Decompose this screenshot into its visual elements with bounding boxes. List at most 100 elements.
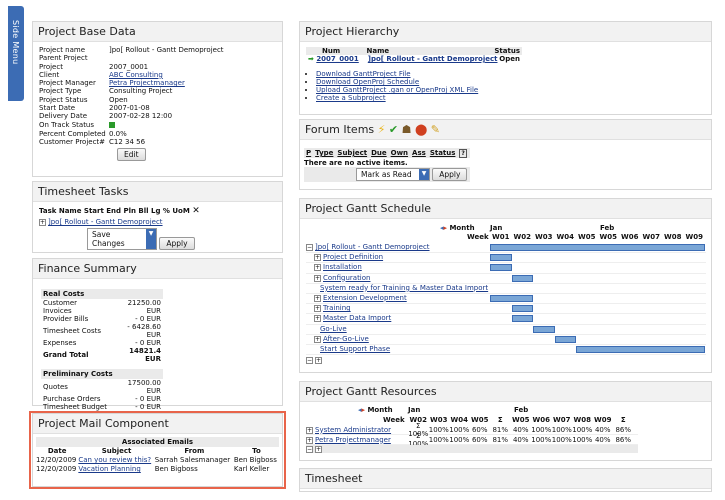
gantt-week: W04: [556, 233, 574, 241]
base-field-link[interactable]: ABC Consulting: [109, 70, 163, 79]
close-icon[interactable]: ✕: [192, 206, 200, 216]
expand-icon[interactable]: +: [306, 436, 313, 444]
mail-date: 12/20/2009: [36, 456, 77, 464]
mail-subject-link[interactable]: Vacation Planning: [78, 465, 141, 473]
task-link[interactable]: ]po[ Rollout - Gantt Demoproject: [48, 218, 163, 226]
hierarchy-num-link[interactable]: 2007_0001: [316, 55, 359, 63]
gantt-bar: [576, 345, 705, 353]
forum-columns: P Type Subject Due Own Ass Status?: [304, 148, 470, 158]
expand-all-icon[interactable]: +: [315, 356, 322, 364]
forum-col-header[interactable]: Subject: [337, 149, 368, 157]
project-mail-panel: Project Mail Component Associated Emails…: [32, 413, 283, 487]
res-name-link[interactable]: Petra Projectmanager: [315, 435, 391, 444]
expand-icon[interactable]: +: [314, 305, 321, 313]
expand-icon[interactable]: +: [314, 335, 321, 343]
mark-as-read-select[interactable]: Mark as Read ▼: [356, 168, 430, 181]
expand-icon[interactable]: −: [306, 244, 313, 251]
hierarchy-link[interactable]: Create a Subproject: [316, 94, 386, 102]
res-value: 100%: [551, 425, 572, 434]
forum-col-header[interactable]: Ass: [412, 149, 426, 157]
gantt-task-row: System ready for Training & Master Data …: [306, 284, 706, 294]
gantt-task-label: Go-Live: [320, 325, 347, 333]
hierarchy-link-item: Create a Subproject: [316, 94, 705, 102]
res-collapse-icon[interactable]: −: [306, 445, 313, 453]
gantt-task-link[interactable]: Training: [323, 304, 351, 313]
finance-row: Expenses - 0 EUR: [41, 339, 163, 347]
hierarchy-name-link[interactable]: ]po[ Rollout - Gantt Demoproject: [367, 55, 498, 63]
hierarchy-col-status: Status: [494, 47, 520, 55]
finance-value: - 0 EUR: [135, 339, 161, 347]
zoom-out-icon[interactable]: ▸: [443, 224, 448, 232]
res-value: 60%: [471, 425, 488, 434]
lightning-icon[interactable]: ⚡: [377, 123, 386, 136]
gantt-bar: [490, 244, 705, 251]
zoom-in-icon[interactable]: ◂: [440, 224, 444, 232]
project-hierarchy-panel: Project Hierarchy Num Name Status ➡ 2007…: [299, 21, 712, 115]
gantt-task-link[interactable]: Go-Live: [320, 324, 347, 333]
hierarchy-link[interactable]: Upload GanttProject .gan or OpenProj XML…: [316, 86, 479, 94]
base-field-value: Consulting Project: [109, 87, 173, 96]
res-value: 86%: [615, 435, 632, 444]
forum-col-header[interactable]: Type: [315, 149, 334, 157]
hierarchy-link[interactable]: Download GanttProject File: [316, 70, 411, 78]
pencil-icon[interactable]: ✎: [430, 123, 441, 136]
mail-subject-cell: Vacation Planning: [78, 465, 154, 474]
gantt-week: W03: [535, 233, 553, 241]
people-icon[interactable]: ☗: [401, 123, 412, 136]
expand-icon[interactable]: +: [314, 294, 321, 302]
res-value: 60%: [471, 435, 488, 444]
gantt-bar: [533, 325, 555, 333]
forum-col-header[interactable]: Own: [390, 149, 409, 157]
gantt-task-label: + Training: [314, 304, 351, 313]
base-field-label: Delivery Date: [39, 112, 88, 121]
expand-icon[interactable]: +: [39, 218, 46, 226]
help-icon[interactable]: ?: [459, 149, 467, 158]
save-changes-select[interactable]: Save Changes ▼: [87, 228, 157, 250]
expand-icon[interactable]: +: [314, 264, 321, 272]
gantt-bar: [511, 274, 533, 282]
gantt-task-link[interactable]: ]po[ Rollout - Gantt Demoproject: [315, 243, 430, 251]
res-row: + Petra Projectmanager Σ 100% 100% 100% 60% 81…: [306, 432, 638, 448]
edit-button[interactable]: Edit: [117, 147, 146, 161]
gantt-week-label: Week: [467, 233, 489, 241]
mail-row: 12/20/2009 Vacation Planning Ben Bigboss Ka…: [36, 465, 279, 474]
mail-col-header: From: [184, 447, 205, 455]
res-value: 40%: [512, 425, 529, 434]
mail-subject-link[interactable]: Can you review this?: [78, 456, 152, 464]
finance-total-label: Grand Total: [43, 351, 89, 359]
res-name-link[interactable]: System Administrator: [315, 425, 392, 434]
forum-col-header[interactable]: Status: [429, 149, 456, 157]
hierarchy-link-item: Download OpenProj Schedule: [316, 78, 705, 86]
gantt-task-link[interactable]: System ready for Training & Master Data …: [320, 283, 489, 292]
gantt-task-link[interactable]: Extension Development: [323, 293, 407, 302]
expand-icon[interactable]: +: [314, 274, 321, 282]
res-zoom-out-icon[interactable]: ▸: [361, 406, 366, 414]
gantt-task-link[interactable]: After-Go-Live: [323, 334, 369, 343]
res-expand-icon[interactable]: +: [315, 445, 322, 453]
side-menu-tab[interactable]: Side Menu: [8, 6, 24, 101]
res-week: W07: [553, 416, 571, 424]
gantt-task-link[interactable]: Master Data Import: [323, 314, 392, 323]
forum-col-header[interactable]: P: [306, 149, 312, 157]
forum-col-header[interactable]: Due: [371, 149, 387, 157]
collapse-all-icon[interactable]: −: [306, 356, 313, 364]
res-value: 100%: [428, 425, 449, 434]
gantt-task-link[interactable]: Installation: [323, 263, 362, 272]
finance-summary-panel: Finance Summary Real Costs Customer Invo…: [32, 258, 283, 435]
gantt-task-link[interactable]: Configuration: [323, 273, 371, 282]
apply-button[interactable]: Apply: [159, 237, 195, 250]
expand-icon[interactable]: +: [314, 254, 321, 262]
base-field-link[interactable]: Petra Projectmanager: [109, 79, 185, 88]
res-name-cell: + Petra Projectmanager: [306, 436, 408, 444]
hierarchy-link[interactable]: Download OpenProj Schedule: [316, 78, 420, 86]
gantt-resources-title: Project Gantt Resources: [300, 382, 711, 402]
mail-date: 12/20/2009: [36, 465, 77, 473]
gantt-task-link[interactable]: Start Support Phase: [320, 344, 391, 353]
res-zoom-in-icon[interactable]: ◂: [358, 406, 362, 414]
check-icon[interactable]: ✔: [388, 123, 399, 136]
alert-icon[interactable]: ⬤: [414, 123, 428, 136]
expand-icon[interactable]: +: [314, 315, 321, 323]
gantt-task-link[interactable]: Project Definition: [323, 253, 384, 262]
expand-icon[interactable]: +: [306, 426, 313, 434]
forum-apply-button[interactable]: Apply: [432, 168, 468, 181]
